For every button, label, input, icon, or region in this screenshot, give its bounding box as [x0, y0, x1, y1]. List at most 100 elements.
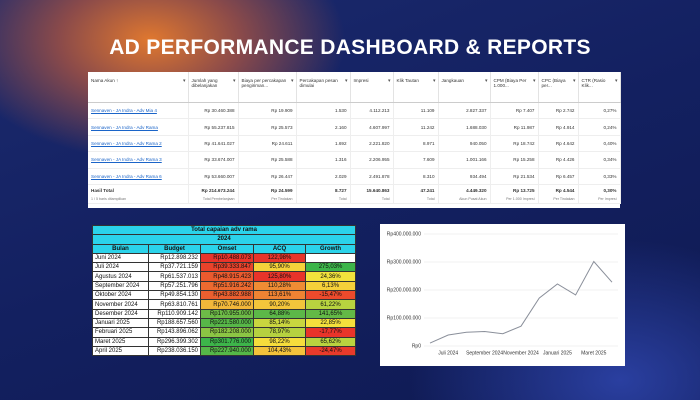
table-cell: 1.688.030	[438, 118, 491, 136]
table-cell: Rp43.882.988	[200, 290, 254, 301]
total-cell: Rp 4.544	[538, 184, 579, 196]
table-cell: 7.609	[393, 151, 439, 169]
table-cell: Rp12.898.232	[148, 252, 201, 264]
table-cell: Rp 21.534	[490, 168, 539, 185]
table-cell: 104,43%	[253, 345, 306, 357]
table-row: Januari 2025 Rp188.657.560 Rp221.580.000 85…	[92, 317, 357, 329]
y-tick-label: Rp400.000.000	[387, 231, 421, 237]
table-row: Februari 2025 Rp143.896.062 Rp182.208.000 7…	[92, 327, 357, 338]
table-cell: Rp110.909.142	[148, 308, 201, 319]
table-row: Desember 2024 Rp110.909.142 Rp170.955.000 6…	[92, 308, 357, 319]
table-cell: 98,22%	[253, 336, 306, 347]
table-cell: Rp 25.573	[238, 118, 297, 136]
table-cell: Rp61.537.013	[148, 271, 201, 282]
table-cell: September 2024	[92, 280, 149, 292]
table-row: Oktober 2024 Rp49.854.130 Rp43.882.988 113,…	[92, 290, 357, 301]
table-cell: Rp143.896.062	[148, 327, 201, 338]
table-cell: Rp227.940.000	[200, 345, 254, 357]
column-header: CTR (Rasio Klik...	[578, 72, 621, 103]
table-row: Maret 2025 Rp296.399.302 Rp301.776.000 98,2…	[92, 336, 357, 347]
column-header: Jumlah yang dibelanjakan	[188, 72, 239, 103]
table-cell: Rp 4.914	[538, 118, 579, 136]
total-note: Total	[350, 195, 394, 204]
table-cell: 934.494	[438, 168, 491, 185]
table-cell: 0,40%	[578, 135, 621, 153]
total-note: Per Tindakan	[238, 195, 297, 204]
table-cell: Rp 18.742	[490, 135, 539, 153]
column-header: Nama Akun ↑	[88, 72, 189, 103]
table-cell: -24,47%	[304, 345, 357, 357]
table-cell: 22,85%	[304, 317, 357, 329]
table-cell: 0,34%	[578, 151, 621, 169]
column-header: Impresi	[350, 72, 394, 103]
y-tick-label: Rp300.000.000	[387, 259, 421, 265]
table-cell: 2.491.878	[350, 168, 394, 185]
table-cell: Rp 41.641.027	[188, 135, 239, 153]
total-note: Total	[296, 195, 351, 204]
table-cell: 122,98%	[253, 252, 306, 264]
table-cell: Februari 2025	[92, 327, 149, 338]
table-cell: Rp57.251.796	[148, 280, 201, 292]
account-link: Sennaven - JA Indra - Adv Rama	[88, 118, 189, 136]
table-cell: 11.109	[393, 102, 439, 120]
x-tick-label: Juli 2024	[438, 350, 458, 356]
total-cell: Rp 214.673.244	[188, 184, 239, 196]
table-cell: Rp 4.642	[538, 135, 579, 153]
table-cell: 90,20%	[253, 299, 306, 310]
table-row: November 2024 Rp63.810.761 Rp70.746.000 90,…	[92, 299, 357, 310]
table-cell: 8.310	[393, 168, 439, 185]
total-note: Total Pembelanjaan	[188, 195, 239, 204]
table-cell: Rp 53.660.007	[188, 168, 239, 185]
table-cell: 0,33%	[578, 168, 621, 185]
table-cell: Rp49.854.130	[148, 290, 201, 301]
column-header: CPC (Biaya per...	[538, 72, 579, 103]
table-cell: Rp 19.909	[238, 102, 297, 120]
column-header: Percakapan pesan dimulai	[296, 72, 351, 103]
column-header: Budget	[148, 243, 201, 254]
table-cell: 2.221.820	[350, 135, 394, 153]
table-cell: Rp221.580.000	[200, 317, 254, 329]
header-row: Bulan Budget Omset ACQ Growth	[92, 243, 357, 254]
x-tick-label: November 2024	[503, 350, 539, 356]
table-cell: Rp51.916.242	[200, 280, 254, 292]
line-chart: Rp0 Rp100.000.000 Rp200.000.000 Rp300.000.0…	[387, 231, 618, 356]
table-cell: 0,27%	[578, 102, 621, 120]
achievement-table: Total capaian adv rama 2024 Bulan Budget Oms…	[91, 224, 357, 357]
total-cell: 0,30%	[578, 184, 621, 196]
table-cell: Rp 33.674.007	[188, 151, 239, 169]
table-row: Sennaven - JA Indra - Adv Rama Rp 55.237.…	[88, 118, 621, 136]
total-row: Hasil Total Rp 214.673.244 Rp 24.599 8.727 1…	[88, 184, 621, 196]
table-cell: Rp 30.460.388	[188, 102, 239, 120]
banner-title: AD PERFORMANCE DASHBOARD & REPORTS	[109, 36, 591, 59]
table-cell: Rp37.721.159	[148, 262, 201, 273]
total-note-row: 1 / 5 baris ditampilkan Total Pembelanjaa…	[88, 195, 621, 204]
total-note: Akun Pusat Akun	[438, 195, 491, 204]
table-cell: 65,62%	[304, 336, 357, 347]
table-cell: 8.971	[393, 135, 439, 153]
table-cell: 61,22%	[304, 299, 357, 310]
y-tick-label: Rp0	[412, 343, 421, 349]
caption-row: Total capaian adv rama	[91, 224, 357, 236]
table-cell: Oktober 2024	[92, 290, 149, 301]
table-cell: -17,77%	[304, 327, 357, 338]
table-cell: Agustus 2024	[92, 271, 149, 282]
data-line	[429, 260, 613, 344]
total-cell: 15.640.863	[350, 184, 394, 196]
table-cell: Rp 4.426	[538, 151, 579, 169]
account-link: Sennaven - JA Indra - Adv Mia 4	[88, 102, 189, 120]
table-row: Juni 2024 Rp12.898.232 Rp10.488.073 122,98%	[92, 252, 357, 264]
total-note: 1 / 5 baris ditampilkan	[88, 195, 189, 204]
ads-table: Nama Akun ↑Jumlah yang dibelanjakanBiaya…	[88, 72, 621, 204]
table-cell: Rp 11.987	[490, 118, 539, 136]
total-note: Per Tindakan	[538, 195, 579, 204]
table-cell: 0,24%	[578, 118, 621, 136]
table-cell: Rp39.333.847	[200, 262, 254, 273]
caption-row: 2024	[91, 234, 357, 245]
table-year: 2024	[91, 234, 357, 245]
x-tick-label: September 2024	[466, 350, 503, 356]
table-cell: 940.050	[438, 135, 491, 153]
y-tick-label: Rp200.000.000	[387, 287, 421, 293]
table-cell: Rp 55.237.815	[188, 118, 239, 136]
column-header: Klik Tautan	[393, 72, 439, 103]
